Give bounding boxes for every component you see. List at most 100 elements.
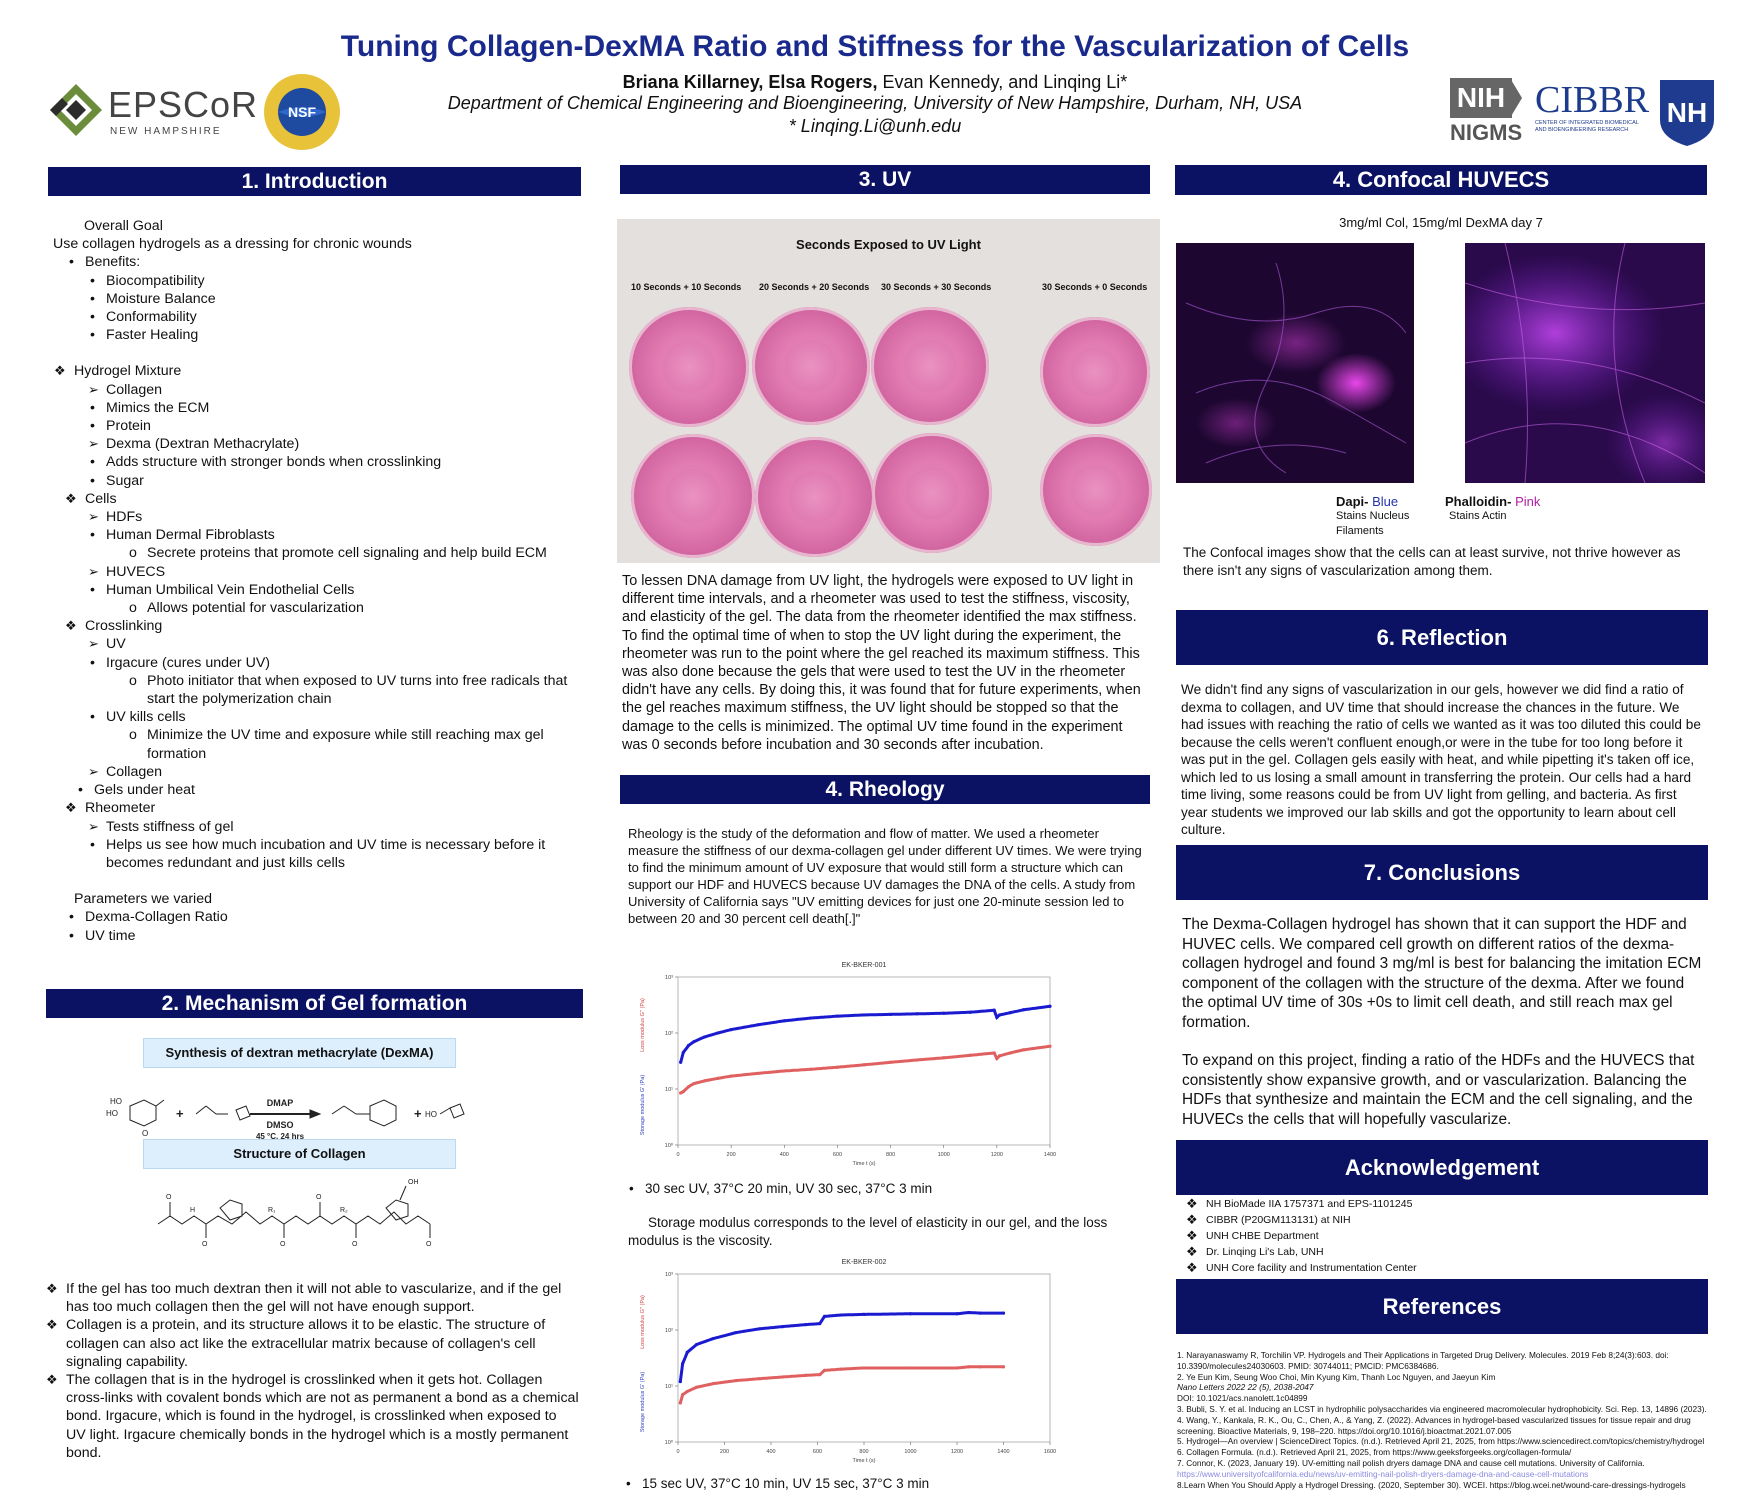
- hydrogel-mixture: Hydrogel Mixture: [54, 362, 582, 380]
- data-point-storage: [695, 1342, 699, 1347]
- list-item: UV: [88, 635, 582, 653]
- x-tick-label: 600: [813, 1449, 822, 1455]
- data-point-storage: [681, 1362, 685, 1366]
- list-item: Gels under heat: [78, 781, 582, 799]
- data-point-loss: [729, 1074, 733, 1078]
- data-point-storage: [685, 1350, 689, 1354]
- data-point-storage: [692, 1040, 696, 1044]
- svg-text:R₁: R₁: [268, 1207, 276, 1214]
- svg-text:O: O: [166, 1194, 172, 1201]
- data-point-loss: [839, 1367, 843, 1371]
- confocal-image-left: [1176, 243, 1414, 483]
- y-tick-label: 10²: [665, 1328, 673, 1334]
- gel-dish: [872, 433, 992, 553]
- dexma-synthesis-figure: Synthesis of dextran methacrylate (DexMA…: [100, 1036, 480, 1266]
- data-point-storage: [756, 1023, 760, 1027]
- synthesis-title: Synthesis of dextran methacrylate (DexMA…: [143, 1038, 456, 1068]
- data-point-loss: [782, 1069, 786, 1073]
- dmso-label: DMSO: [267, 1120, 294, 1130]
- phalloidin-desc: Stains Actin: [1449, 510, 1507, 522]
- unh-logo: NH: [1658, 78, 1716, 148]
- dmap-label: DMAP: [267, 1098, 294, 1108]
- data-point-loss: [888, 1060, 893, 1064]
- data-point-loss: [835, 1065, 840, 1069]
- y-axis-label-storage: Storage modulus G' (Pa): [640, 1075, 646, 1136]
- reference-line: https://www.universityofcalifornia.edu/n…: [1177, 1468, 1589, 1479]
- mechanism-note: Collagen is a protein, and its structure…: [46, 1316, 580, 1371]
- dapi-color: Blue: [1372, 494, 1399, 509]
- acknowledgement-item: CIBBR (P20GM113131) at NIH: [1186, 1212, 1706, 1228]
- epscor-mark-icon: [50, 84, 102, 136]
- mechanism-note: The collagen that is in the hydrogel is …: [46, 1371, 580, 1462]
- gel-dish: [629, 307, 749, 427]
- x-axis-label: Time t (s): [852, 1161, 875, 1167]
- data-point-loss: [997, 1054, 1002, 1058]
- data-point-loss: [685, 1389, 689, 1394]
- benefit-item: Moisture Balance: [90, 290, 582, 308]
- list-item: Human Umbilical Vein Endothelial Cells: [90, 581, 582, 599]
- references-list: 1. Narayanaswamy R, Torchilin VP. Hydrog…: [1177, 1350, 1707, 1490]
- data-point-loss: [995, 1056, 999, 1061]
- collagen-structure-diagram: OH O O O O O O H R₁ R₂: [157, 1179, 432, 1248]
- data-point-loss: [692, 1081, 696, 1086]
- data-point-storage: [822, 1314, 827, 1318]
- data-point-loss: [804, 1373, 808, 1377]
- svg-text:O: O: [280, 1241, 286, 1248]
- x-tick-label: 1400: [1044, 1152, 1056, 1158]
- x-tick-label: 200: [727, 1152, 736, 1158]
- list-item: Human Dermal Fibroblasts: [90, 526, 582, 544]
- list-item: Minimize the UV time and exposure while …: [129, 726, 582, 762]
- list-item: Photo initiator that when exposed to UV …: [129, 672, 582, 708]
- data-point-storage: [782, 1019, 786, 1023]
- reference-line: 4. Wang, Y., Kankala, R. K., Ou, C., Che…: [1177, 1414, 1691, 1425]
- data-point-loss: [992, 1051, 996, 1055]
- introduction-body: Overall Goal Use collagen hydrogels as a…: [52, 217, 582, 945]
- section-heading-conclusions: 7. Conclusions: [1176, 845, 1708, 900]
- data-point-loss: [908, 1366, 913, 1370]
- dapi-legend: Dapi- Blue Stains Nucleus Filaments: [1336, 494, 1436, 539]
- authors-bold: Briana Killarney, Elsa Rogers,: [622, 72, 878, 92]
- list-item: Crosslinking: [65, 617, 582, 635]
- modulus-note: Storage modulus corresponds to the level…: [628, 1215, 1108, 1248]
- unh-shield-icon: NH: [1660, 80, 1714, 146]
- data-point-loss: [1001, 1365, 1006, 1369]
- y-tick-label: 10³: [665, 1272, 673, 1278]
- y-tick-label: 10¹: [665, 1384, 673, 1390]
- data-point-loss: [809, 1067, 813, 1071]
- y-tick-label: 10⁰: [665, 1142, 674, 1149]
- reference-line: 1. Narayanaswamy R, Torchilin VP. Hydrog…: [1177, 1350, 1669, 1360]
- reference-line: 7. Connor, K. (2023, January 19). UV-emi…: [1177, 1457, 1645, 1468]
- nih-logo: NIH NIGMS: [1450, 78, 1522, 146]
- gel-dish: [752, 307, 870, 425]
- poster-title: Tuning Collagen-DexMA Ratio and Stiffnes…: [340, 30, 1410, 63]
- data-point-storage: [687, 1043, 691, 1048]
- data-point-storage: [716, 1031, 720, 1035]
- rheology-text: Rheology is the study of the deformation…: [628, 826, 1142, 926]
- data-point-loss: [756, 1071, 760, 1075]
- conditions-label: 45 °C, 24 hrs: [256, 1132, 305, 1141]
- data-point-storage: [679, 1060, 683, 1064]
- data-point-storage: [862, 1013, 866, 1017]
- contact-email: * Linqing.Li@unh.edu: [788, 116, 962, 136]
- gel-dish: [1040, 434, 1152, 546]
- list-item: Cells: [65, 490, 582, 508]
- list-item: Secrete proteins that promote cell signa…: [129, 544, 582, 562]
- section-heading-confocal: 4. Confocal HUVECS: [1175, 165, 1707, 195]
- epscor-wordmark: EPSCoR: [108, 84, 259, 125]
- chart-title: EK-BKER-001: [842, 962, 887, 969]
- overall-goal: Overall Goal: [84, 218, 163, 234]
- y-axis-label-storage: Storage modulus G' (Pa): [640, 1372, 646, 1433]
- x-tick-label: 600: [833, 1152, 842, 1158]
- benefits-label: Benefits:: [69, 253, 582, 271]
- list-item: Collagen: [88, 381, 582, 399]
- data-point-loss: [942, 1056, 946, 1060]
- list-item: Rheometer: [65, 799, 582, 817]
- section-heading-uv: 3. UV: [620, 165, 1150, 194]
- data-point-loss: [678, 1401, 682, 1405]
- svg-text:H: H: [190, 1207, 195, 1214]
- data-point-loss: [757, 1377, 761, 1381]
- plot-area: [677, 1273, 1051, 1443]
- list-item: Dexma (Dextran Methacrylate): [88, 435, 582, 453]
- reference-line: 8.Learn When You Should Apply a Hydrogel…: [1177, 1479, 1686, 1490]
- list-item: Adds structure with stronger bonds when …: [90, 453, 582, 471]
